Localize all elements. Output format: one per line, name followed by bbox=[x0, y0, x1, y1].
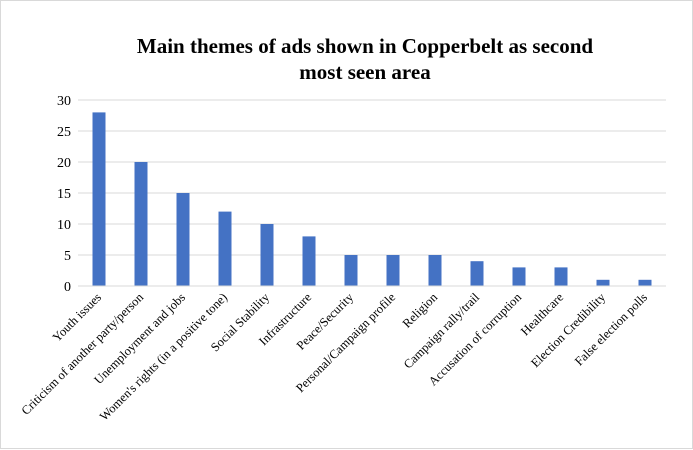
bar bbox=[428, 255, 442, 286]
y-tick-label: 30 bbox=[57, 94, 71, 109]
bars bbox=[92, 112, 652, 287]
bar bbox=[134, 162, 148, 286]
x-category-label: False election polls bbox=[572, 290, 650, 368]
bar bbox=[638, 279, 652, 286]
y-tick-label: 5 bbox=[64, 249, 71, 264]
bar bbox=[260, 224, 274, 286]
y-tick-label: 20 bbox=[57, 156, 71, 171]
bar bbox=[512, 267, 526, 286]
x-category-label: Religion bbox=[400, 290, 441, 331]
bar bbox=[554, 267, 568, 286]
bar bbox=[302, 236, 316, 286]
y-tick-label: 25 bbox=[57, 125, 71, 140]
bar bbox=[218, 211, 232, 286]
bar bbox=[386, 255, 400, 286]
x-category-label: Campaign rally/trail bbox=[401, 290, 483, 372]
y-tick-label: 0 bbox=[64, 280, 71, 295]
y-tick-label: 15 bbox=[57, 187, 71, 202]
bar bbox=[92, 112, 106, 287]
bar bbox=[176, 193, 190, 286]
y-tick-label: 10 bbox=[57, 218, 71, 233]
gridlines bbox=[78, 99, 666, 256]
bar bbox=[470, 261, 484, 286]
bar bbox=[344, 255, 358, 286]
chart-title-line-1: Main themes of ads shown in Copperbelt a… bbox=[137, 34, 594, 58]
bar bbox=[596, 279, 610, 286]
y-axis-tick-labels: 0 5 10 15 20 25 30 bbox=[57, 94, 71, 295]
chart-title-line-2: most seen area bbox=[299, 60, 431, 84]
x-category-label: Election Credibility bbox=[528, 290, 608, 370]
